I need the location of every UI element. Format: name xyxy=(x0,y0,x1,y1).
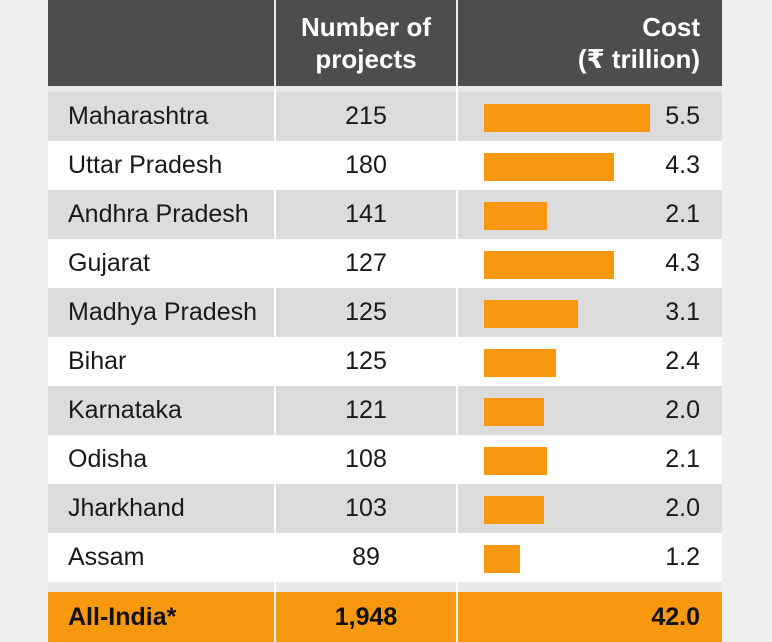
cost-bar xyxy=(484,300,578,328)
project-count: 125 xyxy=(345,347,387,375)
cost-bar xyxy=(484,349,556,377)
cost-bar xyxy=(484,153,614,181)
cost-bar xyxy=(484,104,650,132)
table-row: Uttar Pradesh 180 4.3 xyxy=(48,141,722,190)
project-count: 89 xyxy=(352,543,380,571)
cost-value: 2.0 xyxy=(665,494,700,522)
table-row: Bihar 125 2.4 xyxy=(48,337,722,386)
cost-value: 4.3 xyxy=(665,249,700,277)
header-projects-line1: Number of xyxy=(301,12,431,42)
cost-bar xyxy=(484,447,547,475)
table-header: Number of projects Cost (₹ trillion) xyxy=(48,0,722,86)
state-name: Gujarat xyxy=(68,249,150,277)
table-row: Assam 89 1.2 xyxy=(48,533,722,582)
state-name: Jharkhand xyxy=(68,494,185,522)
total-cost: 42.0 xyxy=(651,603,700,631)
total-row: All-India* 1,948 42.0 xyxy=(48,592,722,642)
left-margin xyxy=(0,0,48,642)
cost-value: 1.2 xyxy=(665,543,700,571)
cost-bar xyxy=(484,202,547,230)
cost-value: 2.4 xyxy=(665,347,700,375)
project-count: 141 xyxy=(345,200,387,228)
table-row: Jharkhand 103 2.0 xyxy=(48,484,722,533)
header-cost-line2: (₹ trillion) xyxy=(577,44,700,74)
state-name: Odisha xyxy=(68,445,148,473)
table-row: Odisha 108 2.1 xyxy=(48,435,722,484)
project-count: 127 xyxy=(345,249,387,277)
state-name: Assam xyxy=(68,543,145,571)
projects-table: Number of projects Cost (₹ trillion) Mah… xyxy=(48,0,722,642)
column-divider-2 xyxy=(456,0,458,642)
table-row: Karnataka 121 2.0 xyxy=(48,386,722,435)
table-row: Maharashtra 215 5.5 xyxy=(48,92,722,141)
project-count: 125 xyxy=(345,298,387,326)
cost-bar xyxy=(484,398,544,426)
table-row: Gujarat 127 4.3 xyxy=(48,239,722,288)
header-projects-line2: projects xyxy=(315,44,417,74)
project-count: 215 xyxy=(345,102,387,130)
cost-bar xyxy=(484,251,614,279)
header-projects: Number of projects xyxy=(276,0,456,86)
column-divider-1 xyxy=(274,0,276,642)
cost-bar xyxy=(484,496,544,524)
header-cost-line1: Cost xyxy=(642,12,700,42)
cost-bar xyxy=(484,545,520,573)
cost-value: 2.0 xyxy=(665,396,700,424)
state-name: Maharashtra xyxy=(68,102,209,130)
cost-value: 3.1 xyxy=(665,298,700,326)
cost-value: 4.3 xyxy=(665,151,700,179)
project-count: 180 xyxy=(345,151,387,179)
cost-value: 2.1 xyxy=(665,445,700,473)
state-name: Andhra Pradesh xyxy=(68,200,249,228)
state-name: Karnataka xyxy=(68,396,182,424)
state-name: Madhya Pradesh xyxy=(68,298,258,326)
header-cost: Cost (₹ trillion) xyxy=(458,0,700,86)
total-state: All-India* xyxy=(68,603,177,631)
total-projects: 1,948 xyxy=(334,603,398,631)
project-count: 108 xyxy=(345,445,387,473)
cost-value: 5.5 xyxy=(665,102,700,130)
project-count: 121 xyxy=(345,396,387,424)
project-count: 103 xyxy=(345,494,387,522)
state-name: Uttar Pradesh xyxy=(68,151,223,179)
table-row: Andhra Pradesh 141 2.1 xyxy=(48,190,722,239)
cost-value: 2.1 xyxy=(665,200,700,228)
state-name: Bihar xyxy=(68,347,127,375)
table-row: Madhya Pradesh 125 3.1 xyxy=(48,288,722,337)
right-margin xyxy=(722,0,772,642)
